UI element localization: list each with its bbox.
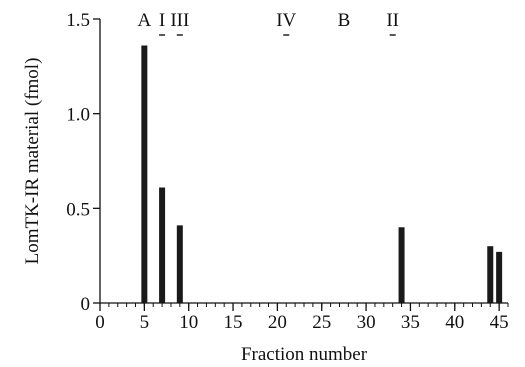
x-tick-label: 20 <box>268 312 287 333</box>
marker-label: I <box>159 10 165 31</box>
x-tick-label: 30 <box>357 312 376 333</box>
marker-label: II <box>386 10 399 31</box>
bar-fraction-44 <box>487 246 494 303</box>
bars <box>141 45 503 304</box>
ticks: 0 5 10 15 20 25 30 35 40 45 0 0.5 1.0 1.5 <box>66 10 508 333</box>
y-tick-label: 1.5 <box>66 10 90 31</box>
marker-label: III <box>170 10 189 31</box>
bar-fraction-5 <box>141 45 148 304</box>
fraction-markers: A I III IV B II <box>137 10 399 36</box>
x-tick-label: 5 <box>140 312 150 333</box>
marker-label: IV <box>276 10 296 31</box>
marker-label: B <box>338 10 351 31</box>
x-tick-label: 45 <box>490 312 509 333</box>
y-axis-title: LomTK-IR material (fmol) <box>22 58 43 265</box>
x-tick-label: 25 <box>312 312 331 333</box>
bar-fraction-7 <box>159 187 166 303</box>
x-tick-label: 35 <box>401 312 420 333</box>
x-tick-label: 0 <box>95 312 105 333</box>
bar-fraction-34 <box>398 227 405 303</box>
bar-fraction-45 <box>496 251 503 303</box>
x-tick-label: 40 <box>445 312 464 333</box>
bar-fraction-9 <box>176 225 183 303</box>
marker-label: A <box>137 10 151 31</box>
x-axis-title: Fraction number <box>241 344 368 365</box>
y-tick-label: 1.0 <box>66 105 90 126</box>
y-tick-label: 0 <box>81 294 91 315</box>
y-tick-label: 0.5 <box>66 199 90 220</box>
x-tick-label: 15 <box>224 312 243 333</box>
x-tick-label: 10 <box>179 312 198 333</box>
